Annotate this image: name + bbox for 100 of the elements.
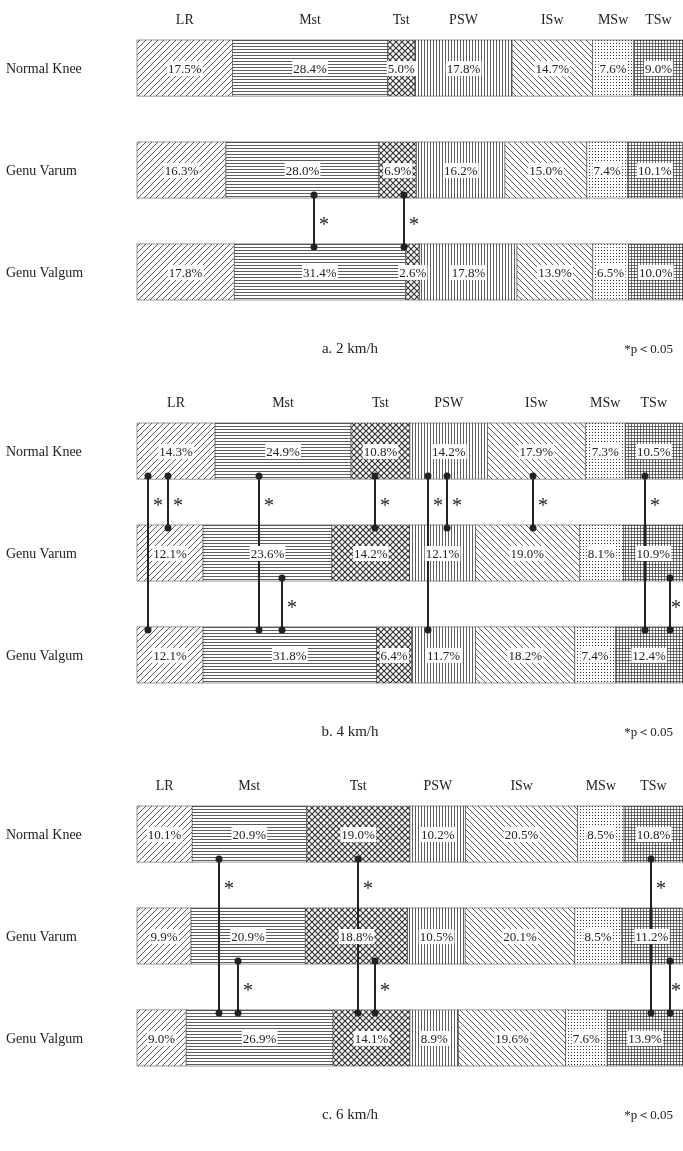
series-label: Mst: [299, 12, 322, 27]
annotation: *: [538, 494, 548, 517]
data-label: 12.1%: [153, 647, 187, 663]
series-label: MSw: [597, 12, 630, 27]
data-label: 11.2%: [635, 929, 669, 944]
data-label: 14.2%: [431, 444, 466, 460]
series-label: PSW: [434, 395, 464, 410]
data-label: 10.1%: [147, 827, 182, 843]
data-label: 31.4%: [303, 264, 337, 280]
y-tick-label: Genu Varum: [6, 929, 78, 944]
y-tick-label: Normal Knee: [6, 444, 82, 460]
data-label: 9.0%: [148, 1030, 176, 1046]
data-label: 20.1%: [503, 929, 537, 944]
data-label: 19.0%: [510, 546, 545, 561]
annotation: *: [264, 494, 274, 517]
data-label: 14.1%: [354, 1030, 389, 1046]
data-label: 10.5%: [419, 929, 454, 944]
annotation: *: [363, 877, 373, 900]
data-label: 6.4%: [380, 647, 408, 663]
data-label: 16.3%: [164, 163, 199, 178]
data-label: 17.5%: [167, 61, 202, 77]
data-label: 10.2%: [421, 827, 455, 843]
y-tick-label: Genu Varum: [6, 163, 78, 178]
y-tick-label: Genu Varum: [6, 546, 78, 561]
annotation: *: [243, 978, 253, 1001]
series-label: ISw: [525, 395, 549, 410]
data-label: 23.6%: [250, 546, 285, 561]
data-label: 26.9%: [242, 1030, 277, 1046]
series-label: TSw: [640, 778, 668, 793]
data-label: 17.9%: [519, 444, 554, 460]
data-label: 13.9%: [628, 1030, 663, 1046]
series-label: Tst: [392, 12, 410, 27]
data-label: 7.6%: [599, 61, 627, 77]
data-label: 7.3%: [591, 444, 619, 460]
annotation: *: [224, 877, 234, 900]
data-label: 18.2%: [508, 647, 543, 663]
series-label: PSW: [449, 12, 479, 27]
series-label: MSw: [590, 395, 622, 410]
data-label: 8.5%: [584, 929, 612, 944]
data-label: 19.0%: [341, 827, 376, 843]
annotation: *: [153, 494, 163, 517]
data-label: 14.7%: [535, 61, 570, 77]
data-label: 14.2%: [353, 546, 388, 561]
text: *p＜0.05: [624, 724, 673, 739]
data-label: 20.9%: [231, 929, 266, 944]
text: c. 6 km/h: [321, 1106, 379, 1122]
data-label: 10.5%: [636, 444, 671, 460]
data-label: 5.0%: [387, 61, 415, 77]
annotation: *: [650, 494, 660, 517]
annotation: *: [671, 595, 681, 618]
data-label: 20.5%: [504, 827, 539, 843]
data-label: 12.1%: [153, 546, 187, 561]
annotation: *: [452, 494, 462, 517]
y-tick-label: Genu Valgum: [6, 647, 84, 663]
y-tick-label: Genu Valgum: [6, 1030, 84, 1046]
data-label: 20.9%: [232, 827, 267, 843]
data-label: 8.5%: [587, 827, 615, 843]
series-label: Tst: [349, 778, 367, 793]
annotation: *: [656, 877, 666, 900]
data-label: 31.8%: [273, 647, 307, 663]
data-label: 28.4%: [293, 61, 328, 77]
data-label: 2.6%: [399, 264, 427, 280]
data-label: 14.3%: [159, 444, 193, 460]
data-label: 8.9%: [420, 1030, 448, 1046]
data-label: 10.8%: [636, 827, 671, 843]
data-label: 8.1%: [587, 546, 616, 561]
data-label: 13.9%: [538, 264, 572, 280]
data-label: 10.8%: [363, 444, 398, 460]
data-label: 19.6%: [495, 1030, 530, 1046]
annotation: *: [319, 212, 329, 235]
y-tick-label: Genu Valgum: [6, 264, 84, 280]
annotation: *: [173, 494, 183, 517]
series-label: MSw: [585, 778, 617, 793]
series-label: LR: [155, 778, 175, 793]
y-tick-label: Normal Knee: [6, 827, 82, 843]
text: *p＜0.05: [624, 341, 673, 356]
data-label: 18.8%: [339, 929, 374, 944]
series-label: Mst: [238, 778, 261, 793]
y-tick-label: Normal Knee: [6, 61, 82, 77]
series-label: LR: [167, 395, 186, 410]
data-label: 17.8%: [446, 61, 481, 77]
text: *p＜0.05: [624, 1107, 673, 1122]
data-label: 12.4%: [632, 647, 667, 663]
data-label: 15.0%: [529, 163, 563, 178]
data-label: 7.4%: [593, 163, 621, 178]
text: b. 4 km/h: [321, 723, 380, 739]
data-label: 9.9%: [150, 929, 178, 944]
text: a. 2 km/h: [321, 340, 379, 356]
data-label: 10.9%: [636, 546, 671, 561]
data-label: 7.6%: [572, 1030, 601, 1046]
series-label: ISw: [510, 778, 534, 793]
annotation: *: [287, 595, 297, 618]
annotation: *: [671, 978, 681, 1001]
series-label: ISw: [540, 12, 565, 27]
series-label: PSW: [423, 778, 454, 793]
data-label: 17.8%: [451, 264, 486, 280]
series-label: Mst: [272, 395, 295, 410]
data-label: 24.9%: [266, 444, 301, 460]
annotation: *: [409, 212, 419, 235]
series-label: TSw: [640, 395, 668, 410]
